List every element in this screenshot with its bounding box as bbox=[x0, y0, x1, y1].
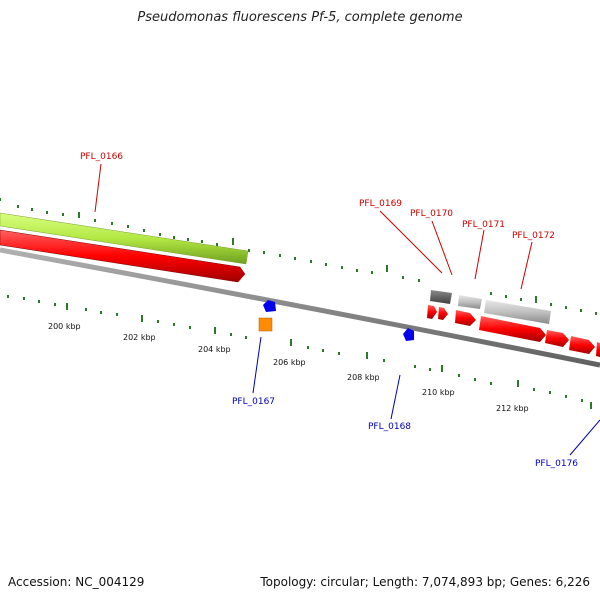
scale-label-204: 204 kbp bbox=[198, 345, 231, 354]
leader-line-pfl0171 bbox=[474, 229, 485, 280]
cds-feature-pfl0172[interactable] bbox=[479, 316, 546, 342]
leader-line-pfl0169 bbox=[379, 210, 443, 274]
cds-feature-pfl0166[interactable] bbox=[0, 229, 246, 283]
scale-label-200: 200 kbp bbox=[48, 322, 81, 331]
cds-feature-pfl0175[interactable] bbox=[596, 342, 600, 357]
gene-feature-pfl0172[interactable] bbox=[484, 300, 551, 324]
scale-label-212: 212 kbp bbox=[496, 404, 529, 413]
leader-line-pfl0170 bbox=[431, 220, 453, 276]
cds-feature-pfl0169-b[interactable] bbox=[438, 307, 448, 320]
cds-feature-pfl0168[interactable] bbox=[403, 328, 414, 341]
leader-line-pfl0172 bbox=[520, 241, 533, 290]
gene-label-pfl0170[interactable]: PFL_0170 bbox=[410, 209, 453, 219]
cds-feature-pfl0171[interactable] bbox=[455, 310, 476, 326]
genome-title: Pseudomonas fluorescens Pf-5, complete g… bbox=[137, 10, 463, 25]
forward-tick-track bbox=[0, 198, 597, 315]
cds-feature-pfl0173[interactable] bbox=[545, 330, 569, 347]
leader-line-pfl0167 bbox=[252, 336, 262, 394]
gene-label-pfl0166[interactable]: PFL_0166 bbox=[80, 152, 123, 162]
gene-label-pfl0168[interactable]: PFL_0168 bbox=[368, 422, 411, 432]
gene-label-pfl0167[interactable]: PFL_0167 bbox=[232, 397, 275, 407]
cds-feature-pfl0174[interactable] bbox=[569, 336, 595, 354]
leader-line-pfl0168 bbox=[390, 374, 401, 420]
gene-label-pfl0171[interactable]: PFL_0171 bbox=[462, 220, 505, 230]
accession-text: Accession: NC_004129 bbox=[8, 575, 145, 589]
gene-label-pfl0176[interactable]: PFL_0176 bbox=[535, 459, 578, 469]
reverse-tick-track bbox=[7, 295, 592, 409]
scale-label-208: 208 kbp bbox=[347, 373, 380, 382]
scale-label-210: 210 kbp bbox=[422, 388, 455, 397]
gene-feature-pfl0167[interactable] bbox=[258, 317, 273, 332]
leader-line-pfl0166 bbox=[94, 163, 102, 213]
cds-feature-pfl0169-a[interactable] bbox=[427, 305, 437, 319]
scale-label-206: 206 kbp bbox=[273, 358, 306, 367]
gene-feature-pfl0171[interactable] bbox=[458, 295, 482, 309]
scale-label-202: 202 kbp bbox=[123, 333, 156, 342]
gene-feature-pfl0166[interactable] bbox=[0, 212, 249, 265]
cds-feature-pfl0167[interactable] bbox=[263, 300, 276, 312]
gene-feature-pfl0169[interactable] bbox=[430, 290, 452, 304]
leader-line-pfl0176 bbox=[569, 419, 600, 456]
gene-label-pfl0169[interactable]: PFL_0169 bbox=[359, 199, 402, 209]
genome-backbone bbox=[0, 247, 600, 368]
genome-summary-text: Topology: circular; Length: 7,074,893 bp… bbox=[260, 575, 590, 589]
gene-label-pfl0172[interactable]: PFL_0172 bbox=[512, 231, 555, 241]
